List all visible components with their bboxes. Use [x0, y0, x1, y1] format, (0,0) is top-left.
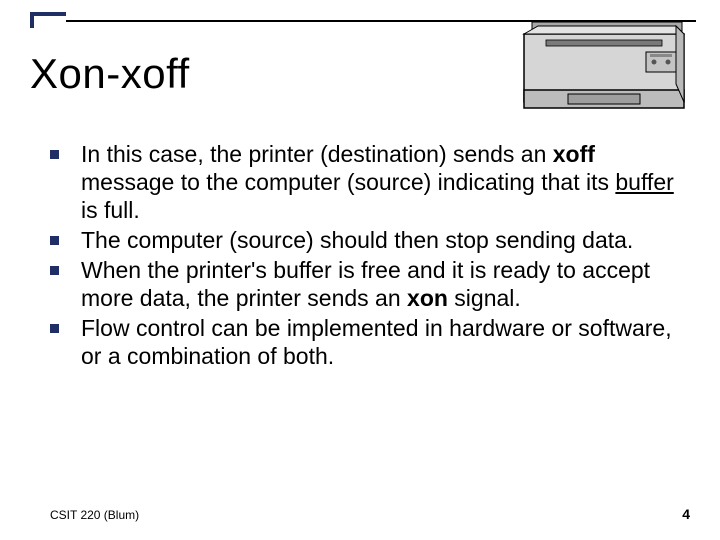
- bullet-text: Flow control can be implemented in hardw…: [81, 314, 690, 370]
- corner-accent: [30, 12, 66, 28]
- bullet-text: The computer (source) should then stop s…: [81, 226, 633, 254]
- bullet-marker: [50, 150, 59, 159]
- bullet-marker: [50, 324, 59, 333]
- list-item: The computer (source) should then stop s…: [50, 226, 690, 254]
- bullet-text: In this case, the printer (destination) …: [81, 140, 690, 224]
- list-item: In this case, the printer (destination) …: [50, 140, 690, 224]
- list-item: Flow control can be implemented in hardw…: [50, 314, 690, 370]
- bullet-marker: [50, 266, 59, 275]
- printer-icon: [518, 14, 696, 122]
- footer-course: CSIT 220 (Blum): [50, 508, 139, 522]
- bullet-text: When the printer's buffer is free and it…: [81, 256, 690, 312]
- bullet-marker: [50, 236, 59, 245]
- slide-number: 4: [682, 506, 690, 522]
- list-item: When the printer's buffer is free and it…: [50, 256, 690, 312]
- slide-title: Xon-xoff: [30, 50, 190, 98]
- bullet-list: In this case, the printer (destination) …: [50, 140, 690, 372]
